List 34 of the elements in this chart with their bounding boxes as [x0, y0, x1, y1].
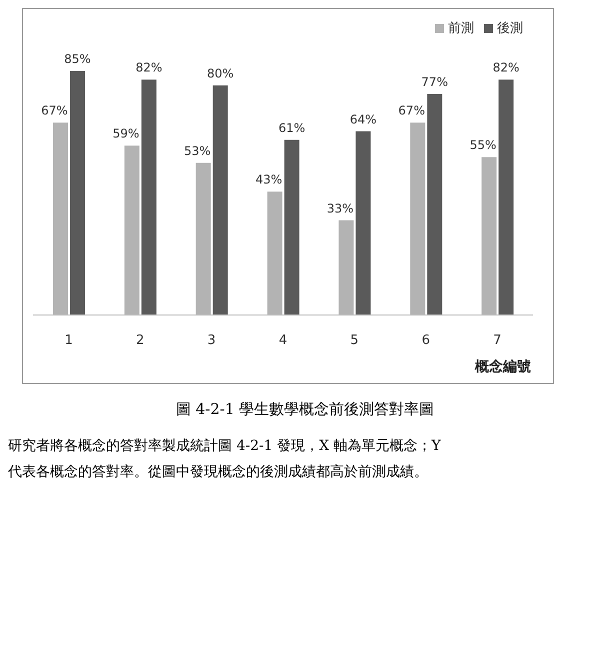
data-label: 61% — [278, 120, 306, 135]
data-label: 43% — [255, 172, 282, 187]
data-label: 59% — [112, 126, 140, 141]
data-label: 67% — [398, 104, 425, 118]
text: 代表各概念的答對率。從圖中發現概念的後測成績都高於前測成績。 — [8, 463, 429, 481]
data-label: 85% — [64, 52, 91, 66]
data-label: 77% — [421, 74, 448, 89]
data-label: 64% — [350, 112, 377, 126]
x-tick-label: 2 — [136, 333, 144, 348]
bar — [356, 131, 371, 315]
text: 研究者將各概念的答對率製成統計圖 4-2-1 發現，X 軸為單元概念；Y — [8, 437, 442, 455]
bar — [284, 140, 300, 315]
data-label: 33% — [326, 201, 354, 216]
data-label: 55% — [470, 138, 496, 152]
bar — [70, 71, 85, 315]
legend-label: 後測 — [497, 21, 523, 36]
legend-label: 前測 — [448, 21, 474, 36]
bar — [141, 80, 156, 315]
data-label: 82% — [136, 60, 162, 75]
data-label: 80% — [207, 66, 234, 80]
data-label: 67% — [41, 104, 68, 118]
x-tick-label: 3 — [207, 333, 216, 348]
x-tick-label: 5 — [350, 333, 359, 348]
bar — [498, 80, 514, 315]
data-label: 53% — [184, 144, 211, 158]
x-tick-label: 4 — [278, 333, 288, 348]
x-tick-label: 1 — [64, 333, 73, 348]
caption: 圖 4-2-1 學生數學概念前後測答對率圖 — [174, 400, 436, 419]
bar — [212, 85, 228, 315]
x-axis-title: 概念編號 — [474, 359, 531, 375]
x-tick-label: 6 — [422, 333, 430, 348]
x-tick-label: 7 — [493, 333, 502, 348]
data-label: 82% — [492, 60, 520, 75]
bar — [427, 94, 442, 315]
